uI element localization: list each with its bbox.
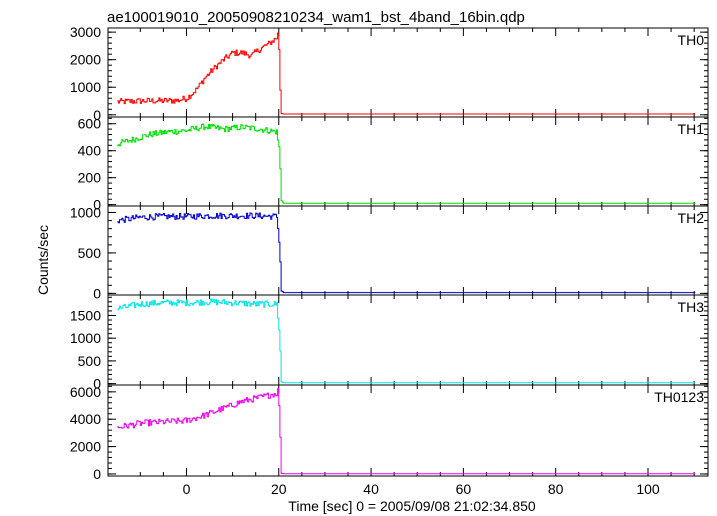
y-tick-label: 2000	[70, 52, 101, 68]
y-tick-label: 4000	[70, 411, 101, 427]
y-tick-label: 500	[78, 245, 102, 261]
x-tick-label: 100	[636, 481, 660, 497]
y-tick-label: 0	[93, 466, 101, 482]
y-tick-label: 1000	[70, 330, 101, 346]
series-line-th2	[117, 212, 696, 294]
series-line-th0	[117, 32, 696, 115]
y-tick-label: 0	[93, 376, 101, 392]
x-tick-label: 60	[456, 481, 472, 497]
panel-th0: 0 1000 2000 3000 TH0	[70, 24, 709, 123]
y-tick-label: 0	[93, 197, 101, 213]
panel-th0123: 0 2000 4000 6000 TH0123	[70, 384, 709, 482]
panel-frame	[107, 294, 709, 386]
panel-th1: 0 200 400 600 TH1	[78, 116, 709, 213]
panel-label: TH1	[678, 121, 705, 137]
x-axis-label: Time [sec] 0 = 2005/09/08 21:02:34.850	[288, 498, 536, 514]
y-tick-label: 200	[78, 170, 102, 186]
y-tick-label: 600	[78, 116, 102, 132]
y-tick-label: 0	[93, 285, 101, 301]
y-tick-label: 1000	[70, 79, 101, 95]
y-tick-label: 1500	[70, 307, 101, 323]
series-line-th1	[117, 123, 696, 204]
y-tick-label: 500	[78, 353, 102, 369]
panel-label: TH0123	[654, 389, 704, 405]
x-tick-label: 80	[548, 481, 564, 497]
y-tick-label: 6000	[70, 384, 101, 400]
panel-frame	[107, 384, 709, 477]
panel-label: TH3	[678, 299, 705, 315]
series-line-th3	[117, 298, 696, 384]
x-tick-label: 40	[363, 481, 379, 497]
panel-label: TH2	[678, 210, 705, 226]
y-axis-label: Counts/sec	[35, 225, 51, 295]
x-tick-label: 20	[271, 481, 287, 497]
series-line-th0123	[117, 388, 696, 475]
y-tick-label: 3000	[70, 24, 101, 40]
y-tick-label: 0	[93, 107, 101, 123]
x-tick-label: 0	[183, 481, 191, 497]
panel-frame	[107, 27, 709, 118]
x-tick-labels: 0 20 40 60 80 100	[183, 481, 660, 497]
chart-title: ae100019010_20050908210234_wam1_bst_4ban…	[107, 9, 525, 26]
panel-th2: 0 500 1000 TH2	[70, 204, 709, 301]
panel-th3: 0 500 1000 1500 TH3	[70, 294, 709, 392]
y-tick-label: 1000	[70, 204, 101, 220]
panel-frame	[107, 205, 709, 296]
panel-label: TH0	[678, 32, 705, 48]
y-tick-label: 2000	[70, 439, 101, 455]
y-tick-label: 400	[78, 143, 102, 159]
